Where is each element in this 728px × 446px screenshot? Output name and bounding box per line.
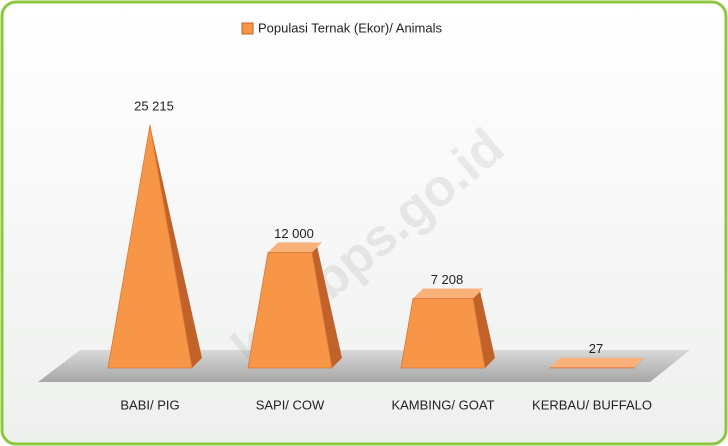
bar bbox=[247, 251, 333, 369]
data-label: 25 215 bbox=[134, 98, 174, 113]
x-tick-label: BABI/ PIG bbox=[120, 397, 179, 412]
bar bbox=[107, 124, 193, 369]
bar-side bbox=[150, 125, 202, 368]
bar bbox=[400, 298, 486, 369]
bar-side bbox=[633, 357, 644, 368]
data-label: 27 bbox=[589, 341, 603, 356]
bar-top bbox=[550, 357, 644, 368]
x-tick-label: SAPI/ COW bbox=[256, 397, 325, 412]
bar-top bbox=[267, 242, 323, 253]
legend-label: Populasi Ternak (Ekor)/ Animals bbox=[258, 20, 443, 35]
bar-side bbox=[312, 247, 342, 368]
x-tick-label: KAMBING/ GOAT bbox=[391, 397, 494, 412]
bar-side bbox=[472, 291, 495, 368]
legend-swatch bbox=[241, 22, 254, 35]
data-label: 12 000 bbox=[274, 226, 314, 241]
x-tick-label: KERBAU/ BUFFALO bbox=[532, 397, 652, 412]
bar-top bbox=[413, 288, 483, 299]
data-label: 7 208 bbox=[431, 272, 464, 287]
